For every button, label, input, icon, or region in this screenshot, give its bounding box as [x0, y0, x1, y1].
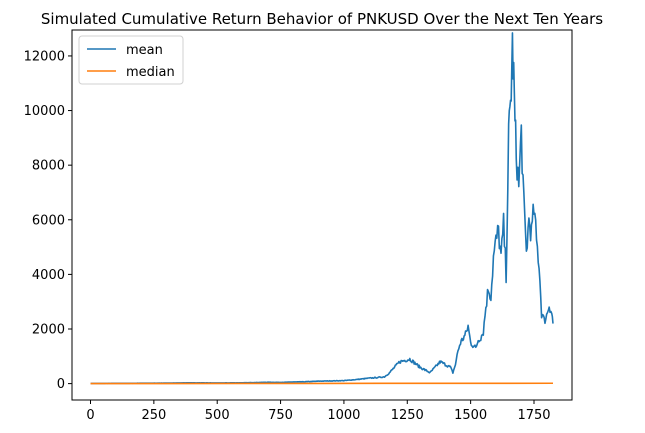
y-tick-label: 10000 [24, 104, 65, 119]
y-tick-label: 2000 [32, 323, 65, 338]
x-tick-label: 1000 [327, 408, 360, 423]
y-tick-label: 0 [57, 377, 65, 392]
series-line-mean [90, 32, 554, 385]
y-tick-label: 8000 [32, 159, 65, 174]
x-tick-label: 0 [86, 408, 94, 423]
plot-frame [71, 29, 573, 401]
legend: mean median [78, 35, 184, 85]
x-axis: 0 250 500 750 1000 1250 1500 1750 [86, 400, 551, 423]
plot-lines [90, 32, 554, 385]
legend-label-mean: mean [126, 43, 163, 58]
x-tick-label: 1750 [517, 408, 550, 423]
chart-title: Simulated Cumulative Return Behavior of … [41, 10, 603, 28]
y-tick-label: 6000 [32, 213, 65, 228]
x-tick-label: 750 [268, 408, 293, 423]
x-tick-label: 1250 [391, 408, 424, 423]
y-axis: 0 2000 4000 6000 8000 10000 12000 [24, 49, 72, 392]
y-tick-label: 12000 [24, 49, 65, 64]
x-tick-label: 250 [141, 408, 166, 423]
y-tick-label: 4000 [32, 268, 65, 283]
x-tick-label: 1500 [454, 408, 487, 423]
legend-label-median: median [126, 65, 175, 80]
legend-box [78, 35, 184, 85]
x-tick-label: 500 [205, 408, 230, 423]
